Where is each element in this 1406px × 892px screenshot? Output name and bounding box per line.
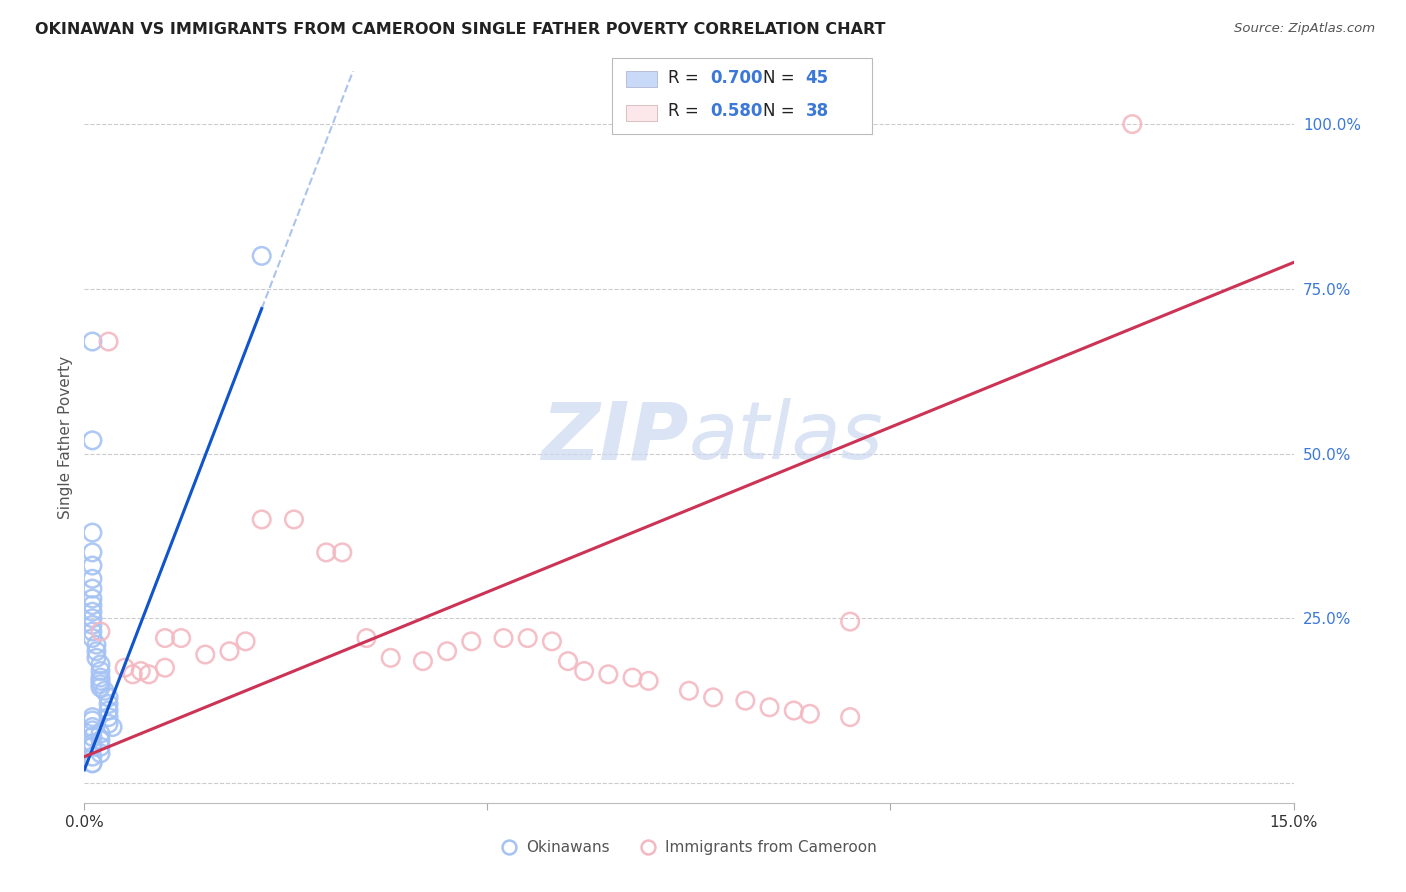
Point [678,683,700,698]
Point [89,677,111,691]
Point [839,615,862,629]
Point [82,631,104,645]
Point [283,512,305,526]
Point [315,545,337,559]
Point [82,756,104,771]
Point [153,631,176,645]
Point [218,644,240,658]
Point [82,624,104,639]
Point [82,572,104,586]
Point [86,638,108,652]
Text: R =: R = [668,69,704,87]
Point [86,644,108,658]
Point [356,631,378,645]
Point [89,664,111,678]
Point [89,624,111,639]
Point [82,605,104,619]
Point [82,598,104,612]
Text: 38: 38 [806,103,828,120]
Text: N =: N = [763,69,800,87]
Point [380,650,402,665]
Text: N =: N = [763,103,800,120]
Text: atlas: atlas [689,398,884,476]
Point [89,657,111,672]
Text: ZIP: ZIP [541,398,689,476]
Point [97,710,120,724]
Point [839,710,862,724]
Point [250,249,273,263]
Point [250,512,273,526]
Point [82,730,104,744]
Point [89,747,111,761]
Y-axis label: Single Father Poverty: Single Father Poverty [58,356,73,518]
Point [153,661,176,675]
Point [460,634,482,648]
Point [82,710,104,724]
Point [93,683,115,698]
Point [1121,117,1143,131]
Point [86,650,108,665]
Point [637,673,659,688]
Point [82,525,104,540]
Point [82,582,104,596]
Point [436,644,458,658]
Point [541,634,564,648]
Point [97,716,120,731]
Point [598,667,620,681]
Point [516,631,538,645]
Text: R =: R = [668,103,704,120]
Point [783,704,806,718]
Point [97,334,120,349]
Point [330,545,353,559]
Point [82,714,104,728]
Text: 0.700: 0.700 [710,69,762,87]
Point [621,671,644,685]
Point [82,434,104,448]
Text: 45: 45 [806,69,828,87]
Legend: Okinawans, Immigrants from Cameroon: Okinawans, Immigrants from Cameroon [495,834,883,861]
Point [82,545,104,559]
Point [82,756,104,771]
Point [82,749,104,764]
Point [194,648,217,662]
Point [121,667,143,681]
Point [101,720,124,734]
Point [799,706,821,721]
Point [734,693,756,707]
Point [702,690,724,705]
Point [82,618,104,632]
Point [82,723,104,738]
Point [572,664,595,678]
Point [82,591,104,606]
Point [82,334,104,349]
Point [82,611,104,625]
Point [89,681,111,695]
Point [97,697,120,711]
Text: OKINAWAN VS IMMIGRANTS FROM CAMEROON SINGLE FATHER POVERTY CORRELATION CHART: OKINAWAN VS IMMIGRANTS FROM CAMEROON SIN… [35,22,886,37]
Point [557,654,579,668]
Point [82,720,104,734]
Point [97,704,120,718]
Point [82,737,104,751]
Point [97,690,120,705]
Point [235,634,257,648]
Text: Source: ZipAtlas.com: Source: ZipAtlas.com [1234,22,1375,36]
Point [89,673,111,688]
Point [138,667,160,681]
Point [82,739,104,754]
Point [758,700,780,714]
Point [114,661,136,675]
Point [412,654,434,668]
Point [129,664,152,678]
Point [170,631,193,645]
Point [89,739,111,754]
Point [89,733,111,747]
Point [89,726,111,740]
Point [492,631,515,645]
Point [89,671,111,685]
Point [82,558,104,573]
Text: 0.580: 0.580 [710,103,762,120]
